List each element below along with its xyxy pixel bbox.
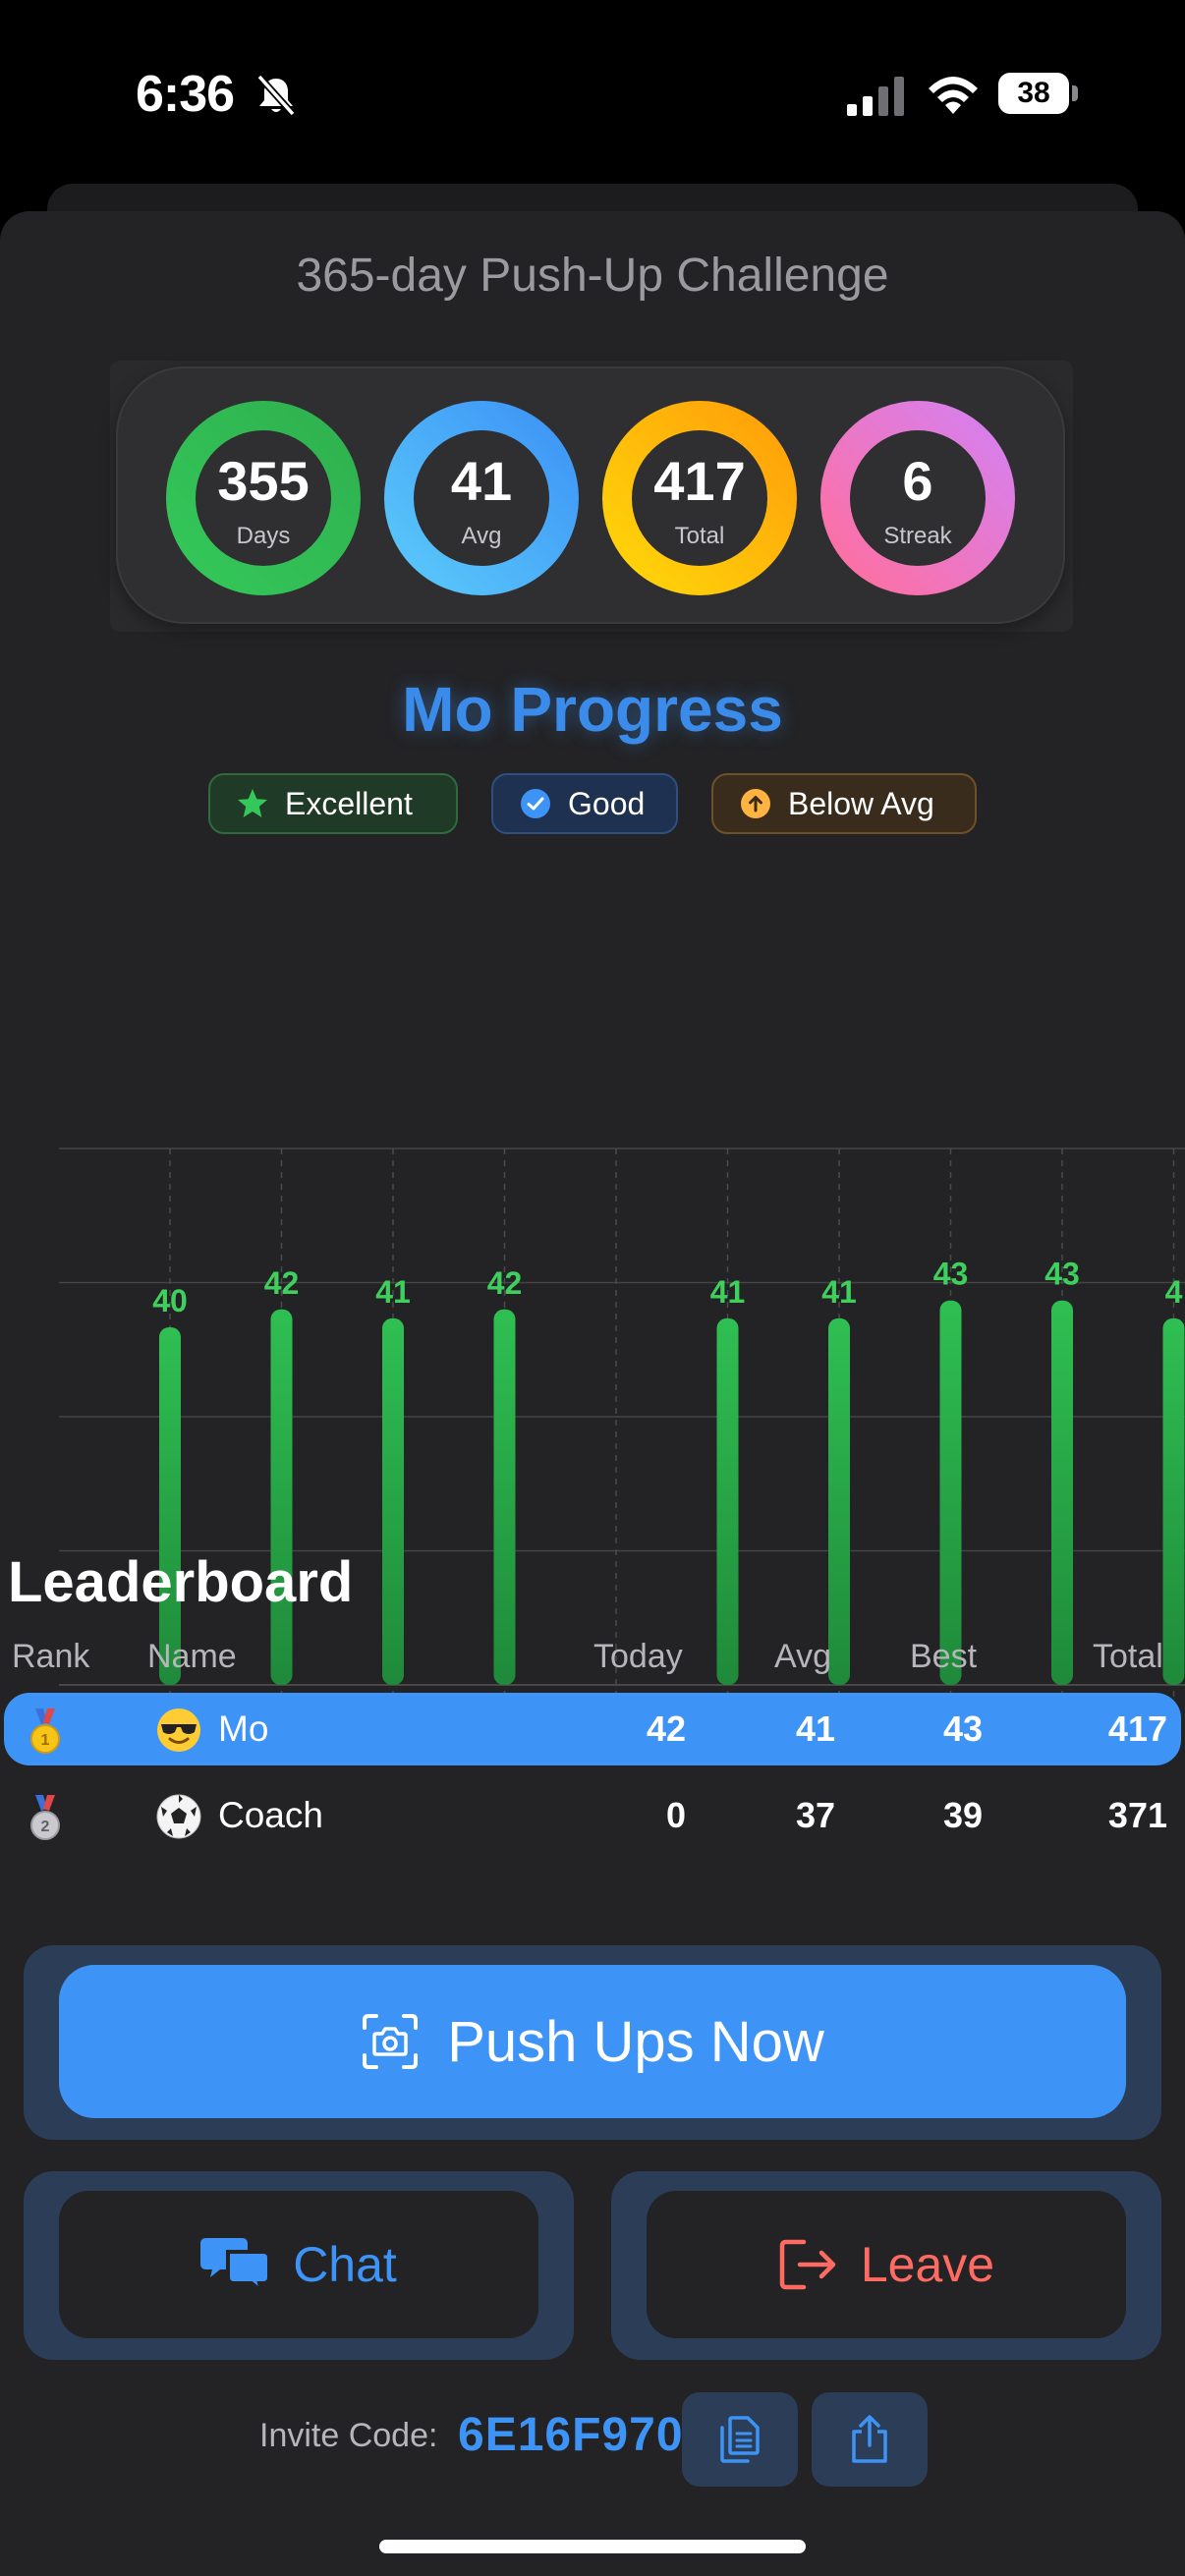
stats-rings-card: 355 Days 41 Avg 417 Total 6 Streak bbox=[110, 361, 1073, 632]
col-avg-header: Avg bbox=[774, 1638, 831, 1675]
leave-button-container: Leave bbox=[611, 2171, 1161, 2360]
col-name-header: Name bbox=[147, 1638, 237, 1675]
stat-ring-value: 6 bbox=[902, 450, 933, 512]
copy-documents-icon bbox=[720, 2416, 760, 2463]
chart-bar bbox=[382, 1317, 404, 1685]
chat-button-container: Chat bbox=[24, 2171, 574, 2360]
cellular-signal-icon bbox=[847, 77, 904, 116]
arrow-up-circle-icon bbox=[739, 787, 772, 820]
bell-slash-icon bbox=[256, 74, 296, 117]
stat-ring-label: Total bbox=[674, 523, 725, 549]
chart-bar bbox=[1051, 1300, 1073, 1685]
progress-bar-chart: 40142241342454164174384394 bbox=[59, 1148, 1185, 1731]
chart-bar bbox=[716, 1317, 739, 1685]
legend-good-label: Good bbox=[568, 785, 646, 821]
stat-ring-label: Days bbox=[236, 523, 291, 549]
stat-ring-value: 417 bbox=[653, 450, 746, 512]
share-icon bbox=[852, 2415, 887, 2463]
legend-good: Good bbox=[491, 773, 678, 834]
stat-ring-streak: 6 Streak bbox=[819, 400, 1016, 596]
chart-bar bbox=[270, 1309, 293, 1685]
chart-bar bbox=[1162, 1317, 1185, 1685]
chart-data-label: 4 bbox=[1165, 1274, 1183, 1310]
col-rank-header: Rank bbox=[12, 1638, 90, 1675]
chart-data-label: 42 bbox=[487, 1265, 523, 1301]
svg-text:1: 1 bbox=[41, 1732, 50, 1749]
leaderboard-today: 42 bbox=[646, 1708, 686, 1749]
chart-bar bbox=[159, 1327, 181, 1685]
chat-button[interactable]: Chat bbox=[59, 2191, 538, 2338]
push-ups-now-label: Push Ups Now bbox=[447, 2009, 824, 2074]
chat-bubbles-icon bbox=[200, 2238, 272, 2293]
home-indicator[interactable] bbox=[379, 2540, 806, 2553]
star-icon bbox=[236, 787, 269, 820]
invite-code-value[interactable]: 6E16F970 bbox=[458, 2409, 684, 2461]
stat-ring-label: Streak bbox=[883, 523, 952, 549]
push-ups-now-button[interactable]: Push Ups Now bbox=[59, 1965, 1126, 2118]
legend-excellent-label: Excellent bbox=[285, 785, 413, 821]
progress-title: Mo Progress bbox=[402, 674, 783, 745]
chart-data-label: 43 bbox=[933, 1257, 969, 1292]
chart-data-label: 41 bbox=[375, 1274, 411, 1310]
leaderboard-best: 43 bbox=[942, 1708, 983, 1749]
chart-data-label: 41 bbox=[710, 1274, 746, 1310]
leaderboard-name: Mo bbox=[218, 1708, 269, 1749]
status-bar: 6:36 38 bbox=[0, 0, 1185, 187]
challenge-sheet: 365-day Push-Up Challenge 355 Days 41 Avg 41… bbox=[0, 211, 1185, 2576]
leaderboard-row[interactable]: 1 Mo 42 41 43 417 bbox=[4, 1693, 1181, 1765]
battery-indicator: 38 bbox=[998, 73, 1079, 114]
share-invite-button[interactable] bbox=[812, 2392, 928, 2487]
leaderboard-row[interactable]: 2 Coach 0 37 39 371 bbox=[4, 1779, 1181, 1852]
leaderboard-best: 39 bbox=[942, 1795, 983, 1835]
legend-below-avg-label: Below Avg bbox=[788, 785, 934, 821]
leave-button[interactable]: Leave bbox=[647, 2191, 1126, 2338]
stat-ring-value: 355 bbox=[217, 450, 310, 512]
challenge-title: 365-day Push-Up Challenge bbox=[296, 250, 889, 302]
gold-medal-icon: 1 bbox=[30, 1708, 60, 1754]
col-best-header: Best bbox=[910, 1638, 978, 1675]
leaderboard-avg: 37 bbox=[795, 1795, 835, 1835]
stat-ring-value: 41 bbox=[450, 450, 513, 512]
silver-medal-icon: 2 bbox=[30, 1795, 60, 1840]
status-time: 6:36 bbox=[136, 66, 235, 123]
legend-excellent: Excellent bbox=[208, 773, 458, 834]
copy-invite-button[interactable] bbox=[682, 2392, 798, 2487]
legend-below-avg: Below Avg bbox=[711, 773, 977, 834]
leaderboard-avg: 41 bbox=[795, 1708, 835, 1749]
chart-data-label: 41 bbox=[821, 1274, 857, 1310]
leave-label: Leave bbox=[860, 2237, 995, 2292]
col-total-header: Total bbox=[1093, 1638, 1163, 1675]
checkmark-circle-icon bbox=[519, 787, 552, 820]
stat-ring-avg: 41 Avg bbox=[383, 400, 580, 596]
chart-bar bbox=[493, 1309, 516, 1685]
leaderboard-today: 0 bbox=[665, 1795, 686, 1835]
push-ups-button-container: Push Ups Now bbox=[24, 1945, 1161, 2140]
leaderboard-total: 417 bbox=[1107, 1708, 1167, 1749]
wifi-icon bbox=[929, 77, 978, 114]
leaderboard-name: Coach bbox=[218, 1795, 323, 1835]
stat-ring-days: 355 Days bbox=[165, 400, 362, 596]
chart-data-label: 42 bbox=[264, 1265, 300, 1301]
stat-ring-label: Avg bbox=[461, 523, 502, 549]
col-today-header: Today bbox=[593, 1638, 683, 1675]
chart-data-label: 40 bbox=[152, 1283, 188, 1318]
sunglasses-emoji-icon bbox=[157, 1708, 200, 1752]
battery-level: 38 bbox=[1017, 77, 1050, 109]
leaderboard-total: 371 bbox=[1107, 1795, 1167, 1835]
chat-label: Chat bbox=[293, 2237, 397, 2292]
chart-data-label: 43 bbox=[1044, 1257, 1080, 1292]
svg-text:2: 2 bbox=[41, 1819, 50, 1835]
soccer-ball-emoji-icon bbox=[156, 1794, 201, 1839]
chart-bar bbox=[939, 1300, 962, 1685]
camera-viewfinder-icon bbox=[363, 2014, 419, 2069]
stat-ring-total: 417 Total bbox=[601, 400, 798, 596]
invite-code-label: Invite Code: bbox=[259, 2417, 438, 2454]
chart-bar bbox=[828, 1317, 850, 1685]
exit-door-icon bbox=[779, 2239, 836, 2290]
leaderboard-title: Leaderboard bbox=[8, 1550, 354, 1614]
